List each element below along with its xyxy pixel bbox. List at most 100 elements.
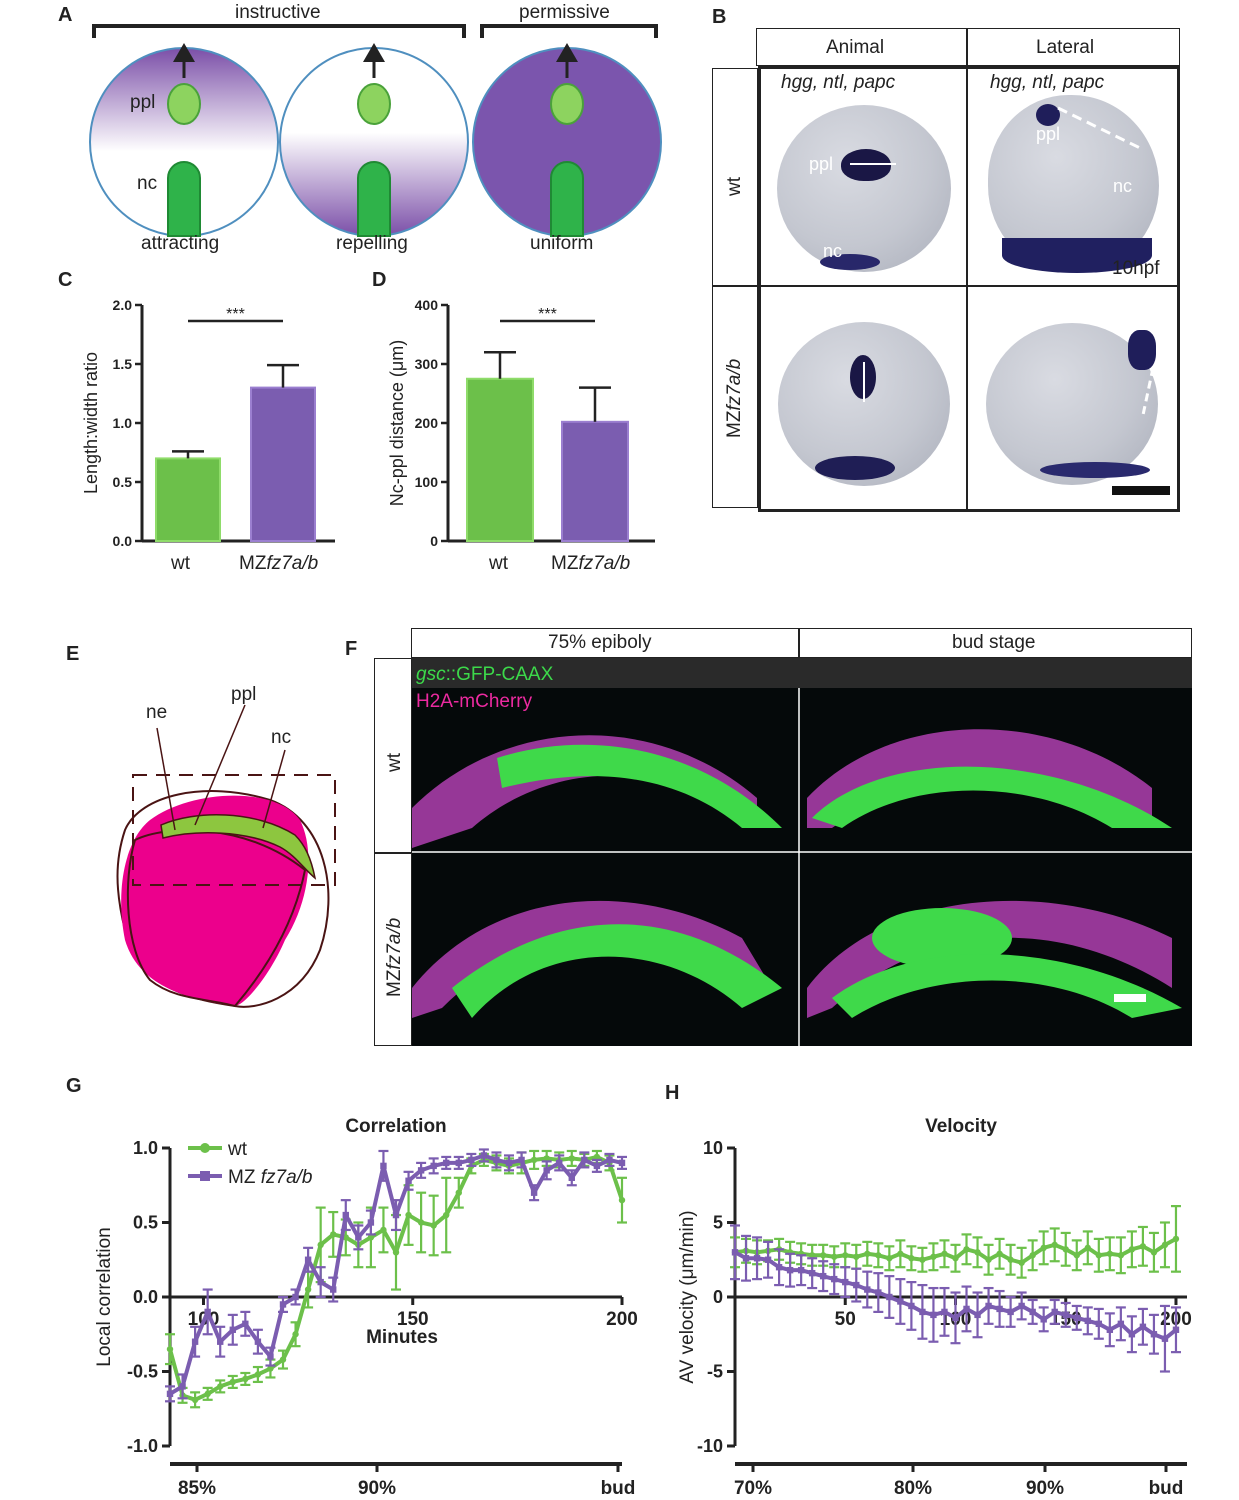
- stage-tick-label: bud: [601, 1478, 636, 1499]
- point: [1128, 1246, 1136, 1253]
- point: [853, 1253, 860, 1260]
- y-tick-label: 200: [415, 415, 439, 431]
- legend-wt-marker: [200, 1143, 210, 1153]
- point: [355, 1234, 362, 1241]
- b-label-ppl: ppl: [809, 154, 834, 174]
- point: [808, 1252, 816, 1259]
- legend-mz-marker: [200, 1171, 210, 1181]
- c-x-mz: MZfz7a/b: [239, 553, 319, 574]
- point: [908, 1255, 915, 1262]
- b-row-box: [712, 68, 758, 508]
- b-label-nc-lateral: nc: [1113, 176, 1133, 196]
- y-axis-label: Nc-ppl distance (μm): [387, 340, 407, 506]
- point: [731, 1249, 739, 1256]
- point: [581, 1156, 588, 1164]
- point: [304, 1286, 312, 1293]
- point: [267, 1353, 274, 1360]
- point: [1029, 1252, 1036, 1259]
- y-tick-label: 1.5: [113, 356, 133, 372]
- caption-attracting: attracting: [141, 233, 220, 254]
- y-tick-label: 0: [713, 1287, 723, 1307]
- y-tick-label: -10: [697, 1436, 723, 1456]
- point: [1062, 1311, 1069, 1319]
- point: [543, 1167, 550, 1174]
- y-tick-label: 100: [415, 474, 439, 490]
- d-x-mz: MZfz7a/b: [551, 553, 631, 574]
- x-tick-label: 200: [606, 1309, 638, 1330]
- point: [753, 1255, 761, 1262]
- point: [930, 1253, 937, 1260]
- point: [166, 1390, 174, 1398]
- caption-repelling: repelling: [336, 233, 408, 254]
- point: [593, 1162, 601, 1170]
- point: [1128, 1331, 1136, 1338]
- header-permissive: permissive: [519, 2, 610, 23]
- bar-wt: [155, 457, 221, 542]
- panel-letter-g: G: [66, 1075, 82, 1097]
- point: [392, 1211, 400, 1219]
- point: [963, 1246, 970, 1253]
- y-tick-label: -0.5: [127, 1362, 158, 1382]
- y-tick-label: 0.0: [113, 533, 133, 549]
- b-col-lateral: Lateral: [1036, 37, 1095, 58]
- point: [1018, 1302, 1025, 1310]
- y-tick-label: 1.0: [113, 415, 133, 431]
- b-label-nc: nc: [823, 241, 843, 261]
- point: [330, 1231, 337, 1238]
- point: [417, 1167, 425, 1174]
- point: [1106, 1326, 1114, 1333]
- caption-uniform: uniform: [530, 233, 594, 254]
- point: [886, 1255, 893, 1262]
- point: [764, 1256, 772, 1263]
- panel-letter-a: A: [58, 4, 73, 26]
- bar-mz: [250, 386, 316, 542]
- stage-tick-label: bud: [1149, 1478, 1184, 1499]
- point: [1161, 1335, 1169, 1342]
- point: [985, 1302, 992, 1310]
- y-tick-label: 300: [415, 356, 439, 372]
- point: [996, 1305, 1003, 1313]
- point: [191, 1338, 199, 1345]
- point: [317, 1241, 324, 1249]
- point: [191, 1396, 199, 1404]
- point: [292, 1331, 299, 1338]
- point: [941, 1250, 948, 1257]
- point: [217, 1383, 224, 1390]
- point: [292, 1293, 299, 1301]
- point: [1095, 1320, 1103, 1328]
- point: [242, 1375, 249, 1383]
- point: [204, 1390, 211, 1398]
- y-axis-label: Length:width ratio: [81, 352, 101, 494]
- panel-letter-e: E: [66, 643, 80, 665]
- stage-tick-label: 90%: [358, 1478, 396, 1499]
- point: [367, 1234, 375, 1241]
- label-nc: nc: [137, 173, 158, 194]
- point: [842, 1252, 849, 1259]
- point: [1161, 1241, 1169, 1249]
- point: [1139, 1323, 1147, 1330]
- point: [556, 1159, 563, 1167]
- point: [897, 1250, 904, 1257]
- f-legend-gsc: gsc::GFP-CAAX: [416, 664, 554, 685]
- point: [1018, 1259, 1025, 1266]
- point: [1084, 1317, 1091, 1325]
- point: [530, 1156, 538, 1164]
- point: [543, 1155, 550, 1162]
- point: [1040, 1316, 1047, 1323]
- y-tick-label: 0.0: [133, 1287, 158, 1307]
- point: [330, 1286, 337, 1293]
- point: [1062, 1246, 1069, 1253]
- point: [468, 1156, 475, 1164]
- point: [797, 1266, 805, 1274]
- bracket-instructive: [92, 24, 466, 38]
- chart-c: 2.0 1.5 1.0 0.5 0.0 Length:width ratio ***: [81, 297, 335, 549]
- f-col-bud: bud stage: [952, 632, 1036, 653]
- point: [480, 1152, 488, 1159]
- f-legend-h2a: H2A-mCherry: [416, 691, 533, 712]
- point: [405, 1211, 412, 1219]
- y-tick-label: 0.5: [113, 474, 133, 490]
- point: [1073, 1252, 1080, 1259]
- header-instructive: instructive: [235, 2, 321, 23]
- y-axis-label: Local correlation: [94, 1227, 115, 1366]
- scale-bar-b: [1112, 486, 1170, 495]
